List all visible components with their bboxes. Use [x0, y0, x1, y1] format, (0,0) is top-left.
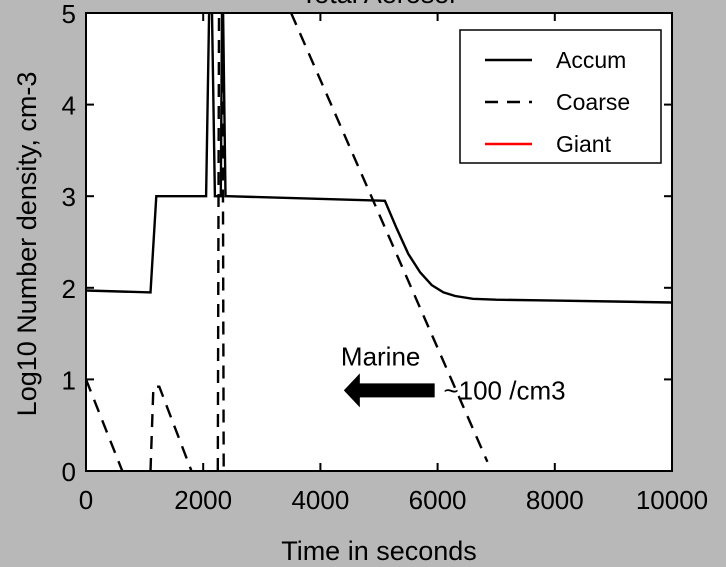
x-tick-label: 4000: [291, 485, 349, 515]
x-tick-label: 8000: [526, 485, 584, 515]
x-tick-label: 6000: [409, 485, 467, 515]
arrow-shaft: [356, 383, 435, 397]
chart-title: Total Aerosol: [301, 0, 456, 9]
x-tick-label: 0: [79, 485, 93, 515]
y-tick-label: 5: [62, 0, 76, 29]
y-axis-label: Log10 Number density, cm-3: [12, 72, 42, 417]
y-tick-label: 1: [62, 365, 76, 395]
y-tick-label: 4: [62, 91, 76, 121]
legend-label-coarse: Coarse: [556, 89, 630, 115]
y-tick-label: 0: [62, 457, 76, 487]
legend-label-giant: Giant: [556, 131, 612, 157]
y-tick-label: 3: [62, 182, 76, 212]
annotation-marine: Marine: [341, 342, 420, 372]
legend-label-accum: Accum: [556, 47, 626, 73]
x-tick-label: 10000: [636, 485, 708, 515]
y-tick-label: 2: [62, 274, 76, 304]
annotation-concentration: ~100 /cm3: [443, 375, 565, 405]
x-tick-label: 2000: [174, 485, 232, 515]
x-axis-label: Time in seconds: [281, 536, 477, 566]
legend: Accum Coarse Giant: [460, 30, 661, 163]
